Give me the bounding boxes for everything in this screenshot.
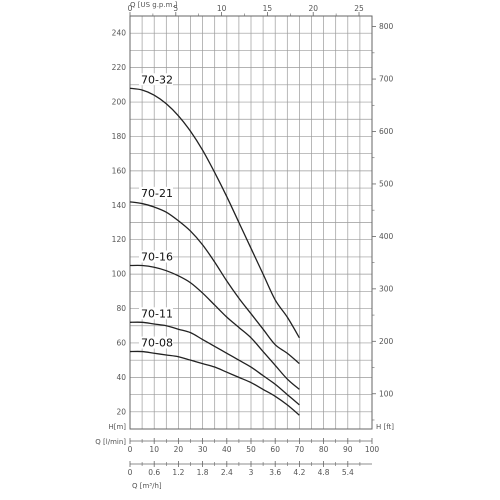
x-bottom-tick-label: 70: [295, 445, 305, 454]
x-bottom-tick-label: 100: [365, 445, 380, 454]
curve-label: 70-16: [141, 251, 173, 264]
x-bottom2-tick-label: 2.4: [221, 468, 233, 477]
x-bottom2-tick-label: 4.2: [293, 468, 305, 477]
x-bottom-tick-label: 10: [149, 445, 159, 454]
y-right-axis-label: H [ft]: [376, 423, 394, 431]
x-top-tick-label: 20: [308, 4, 318, 13]
y-right-tick-label: 800: [379, 22, 394, 31]
curve-label-bg: [139, 336, 173, 349]
y-right-tick-label: 300: [379, 284, 394, 293]
y-left-axis-label: H[m]: [108, 423, 126, 431]
x-bottom2-tick-label: 1.2: [172, 468, 184, 477]
curve-label-bg: [139, 307, 173, 320]
x-bottom2-tick-label: 0.6: [148, 468, 160, 477]
y-left-tick-label: 140: [112, 201, 127, 210]
y-left-tick-label: 20: [116, 407, 126, 416]
x-bottom2-tick-label: 0: [128, 468, 133, 477]
grid: [130, 16, 372, 429]
x-bottom-tick-label: 50: [246, 445, 256, 454]
curve-70-11: [129, 321, 300, 406]
x-bottom2-tick-label: 3: [249, 468, 254, 477]
y-left-tick-label: 220: [112, 63, 127, 72]
y-right-tick-label: 400: [379, 232, 394, 241]
y-left-tick-label: 180: [112, 132, 127, 141]
y-right-tick-label: 600: [379, 127, 394, 136]
y-left-tick-label: 100: [112, 270, 127, 279]
curve-label-bg: [139, 73, 173, 86]
x-bottom2-axis-label: Q [m³/h]: [132, 482, 162, 490]
curve-label: 70-32: [141, 73, 173, 86]
x-top-tick-label: 0: [128, 4, 133, 13]
x-bottom-tick-label: 40: [222, 445, 232, 454]
y-left-tick-label: 120: [112, 235, 127, 244]
x-top-tick-label: 10: [217, 4, 227, 13]
curve-label-bg: [139, 250, 173, 263]
curve-70-16: [129, 264, 300, 390]
y-right-tick-label: 200: [379, 337, 394, 346]
curves: [129, 87, 300, 416]
x-bottom2-tick-label: 3.6: [269, 468, 281, 477]
x-top-tick-label: 25: [354, 4, 364, 13]
curve-label: 70-08: [141, 337, 173, 350]
y-left-tick-label: 80: [116, 304, 126, 313]
plot-frame: [129, 15, 373, 430]
y-right-tick-label: 100: [379, 389, 394, 398]
x-top-tick-label: 5: [173, 4, 178, 13]
x-bottom2-tick-label: 5.4: [342, 468, 354, 477]
x-top-axis-label: Q [US g.p.m.]: [130, 1, 178, 9]
y-left-tick-label: 160: [112, 166, 127, 175]
axes: 20406080100120140160180200220240H[m]1002…: [95, 1, 394, 490]
curve-label-bg: [139, 186, 173, 199]
y-right-tick-label: 500: [379, 179, 394, 188]
curve-70-32: [129, 87, 300, 339]
curve-label: 70-21: [141, 187, 173, 200]
y-right-tick-label: 700: [379, 75, 394, 84]
x-bottom-tick-label: 20: [174, 445, 184, 454]
x-bottom-tick-label: 0: [128, 445, 133, 454]
x-bottom-tick-label: 80: [319, 445, 329, 454]
curve-label: 70-11: [141, 307, 173, 320]
x-bottom-tick-label: 30: [198, 445, 208, 454]
x-top-tick-label: 15: [263, 4, 273, 13]
x-bottom2-tick-label: 4.8: [318, 468, 330, 477]
x-bottom-axis-label: Q [l/min]: [95, 438, 126, 446]
y-left-tick-label: 40: [116, 373, 126, 382]
y-left-tick-label: 240: [112, 29, 127, 38]
labels: 70-32 70-21 70-16 70-11 70-08: [139, 73, 173, 350]
curve-70-08: [129, 350, 300, 416]
curve-70-21: [129, 201, 300, 365]
y-left-tick-label: 60: [116, 338, 126, 347]
x-bottom-tick-label: 90: [343, 445, 353, 454]
x-bottom2-tick-label: 1.8: [197, 468, 209, 477]
x-bottom-tick-label: 60: [270, 445, 280, 454]
y-left-tick-label: 200: [112, 98, 127, 107]
